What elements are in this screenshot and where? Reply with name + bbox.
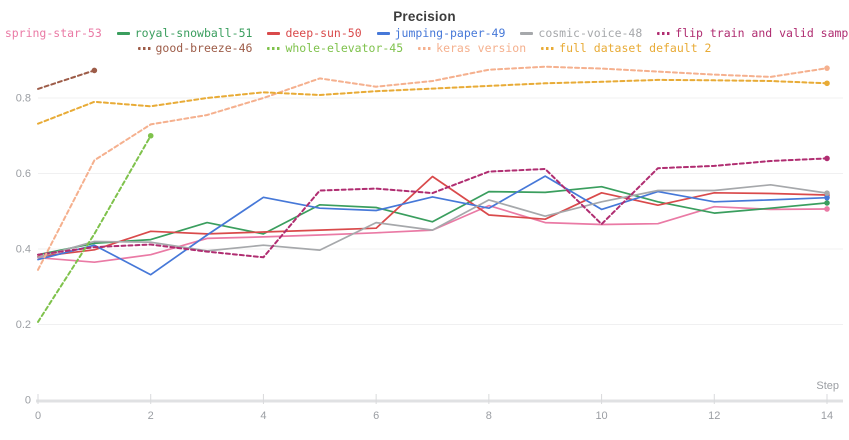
series-line-spring-star-53[interactable] — [37, 204, 828, 264]
x-tick-label-4: 4 — [260, 410, 266, 422]
series-line-cosmic-voice-48[interactable] — [37, 183, 828, 259]
series-line-full-dataset-default-2[interactable] — [37, 78, 828, 125]
series-line-deep-sun-50[interactable] — [37, 175, 828, 258]
series-line-royal-snowball-51[interactable] — [37, 185, 828, 256]
x-tick-label-8: 8 — [486, 410, 492, 422]
legend-item-flip-train-and-valid-sample[interactable]: flip train and valid sample — [657, 27, 849, 40]
series-line-keras-version[interactable] — [37, 65, 828, 271]
legend-item-spring-star-53[interactable]: spring-star-53 — [0, 27, 102, 40]
x-tick-label-10: 10 — [595, 410, 607, 422]
legend-label: good-breeze-46 — [155, 41, 253, 55]
series-endpoint-cosmic-voice-48[interactable] — [824, 190, 830, 196]
legend-label: whole-elevator-45 — [285, 41, 404, 55]
legend-label: jumping-paper-49 — [394, 26, 506, 40]
dashed-line-swatch-icon — [267, 47, 281, 50]
legend-label: spring-star-53 — [4, 26, 102, 40]
series-endpoint-jumping-paper-49[interactable] — [824, 194, 830, 201]
legend-label: keras version — [436, 41, 527, 55]
legend-item-royal-snowball-51[interactable]: royal-snowball-51 — [116, 26, 253, 40]
solid-line-swatch-icon — [520, 32, 534, 35]
series-endpoint-flip-train-and-valid-sample[interactable] — [824, 155, 830, 162]
dashed-line-swatch-icon — [541, 47, 555, 50]
legend-label: cosmic-voice-48 — [538, 26, 643, 40]
series-line-flip-train-and-valid-sample[interactable] — [37, 157, 828, 259]
legend-label: royal-snowball-51 — [134, 26, 253, 40]
legend-item-cosmic-voice-48[interactable]: cosmic-voice-48 — [520, 27, 642, 40]
y-tick-label-0: 0 — [25, 395, 31, 407]
chart-title: Precision — [393, 9, 456, 24]
legend-label: flip train and valid sample — [675, 26, 849, 40]
x-tick-label-6: 6 — [373, 410, 379, 422]
legend-item-full-dataset-default-2[interactable]: full dataset default 2 — [541, 42, 711, 55]
series-line-jumping-paper-49[interactable] — [37, 175, 828, 276]
y-tick-label-0.6: 0.6 — [16, 168, 31, 180]
y-tick-label-0.2: 0.2 — [16, 319, 31, 331]
series-line-whole-elevator-45[interactable] — [37, 134, 152, 323]
legend-row-2: good-breeze-46 whole-elevator-45 keras ver… — [0, 42, 849, 55]
legend-label: full dataset default 2 — [559, 41, 712, 55]
solid-line-swatch-icon — [376, 32, 390, 35]
legend-item-good-breeze-46[interactable]: good-breeze-46 — [137, 41, 253, 55]
series-endpoint-keras-version[interactable] — [824, 65, 830, 71]
x-axis-title: Step — [816, 380, 839, 392]
legend: spring-star-53 royal-snowball-51 deep-sun-… — [0, 27, 849, 55]
legend-item-jumping-paper-49[interactable]: jumping-paper-49 — [376, 26, 506, 40]
legend-item-keras-version[interactable]: keras version — [418, 42, 526, 55]
legend-row-1: spring-star-53 royal-snowball-51 deep-sun-… — [0, 27, 849, 40]
series-line-good-breeze-46[interactable] — [37, 69, 96, 90]
y-tick-label-0.4: 0.4 — [16, 244, 31, 256]
legend-item-whole-elevator-45[interactable]: whole-elevator-45 — [267, 42, 403, 55]
y-tick-label-0.8: 0.8 — [16, 93, 31, 105]
series-endpoint-royal-snowball-51[interactable] — [824, 200, 830, 206]
x-tick-label-2: 2 — [148, 410, 154, 422]
x-tick-label-0: 0 — [35, 410, 41, 422]
legend-label: deep-sun-50 — [285, 26, 362, 40]
series-endpoint-good-breeze-46[interactable] — [91, 67, 98, 74]
solid-line-swatch-icon — [267, 32, 281, 35]
series-endpoint-full-dataset-default-2[interactable] — [824, 80, 830, 87]
series-endpoint-whole-elevator-45[interactable] — [147, 132, 154, 139]
dashed-line-swatch-icon — [418, 47, 432, 50]
series-endpoint-spring-star-53[interactable] — [824, 206, 830, 212]
solid-line-swatch-icon — [116, 32, 130, 35]
x-tick-label-14: 14 — [821, 410, 833, 422]
dashed-line-swatch-icon — [657, 32, 671, 35]
dashed-line-swatch-icon — [137, 47, 151, 50]
legend-item-deep-sun-50[interactable]: deep-sun-50 — [267, 26, 362, 40]
x-tick-label-12: 12 — [708, 410, 720, 422]
